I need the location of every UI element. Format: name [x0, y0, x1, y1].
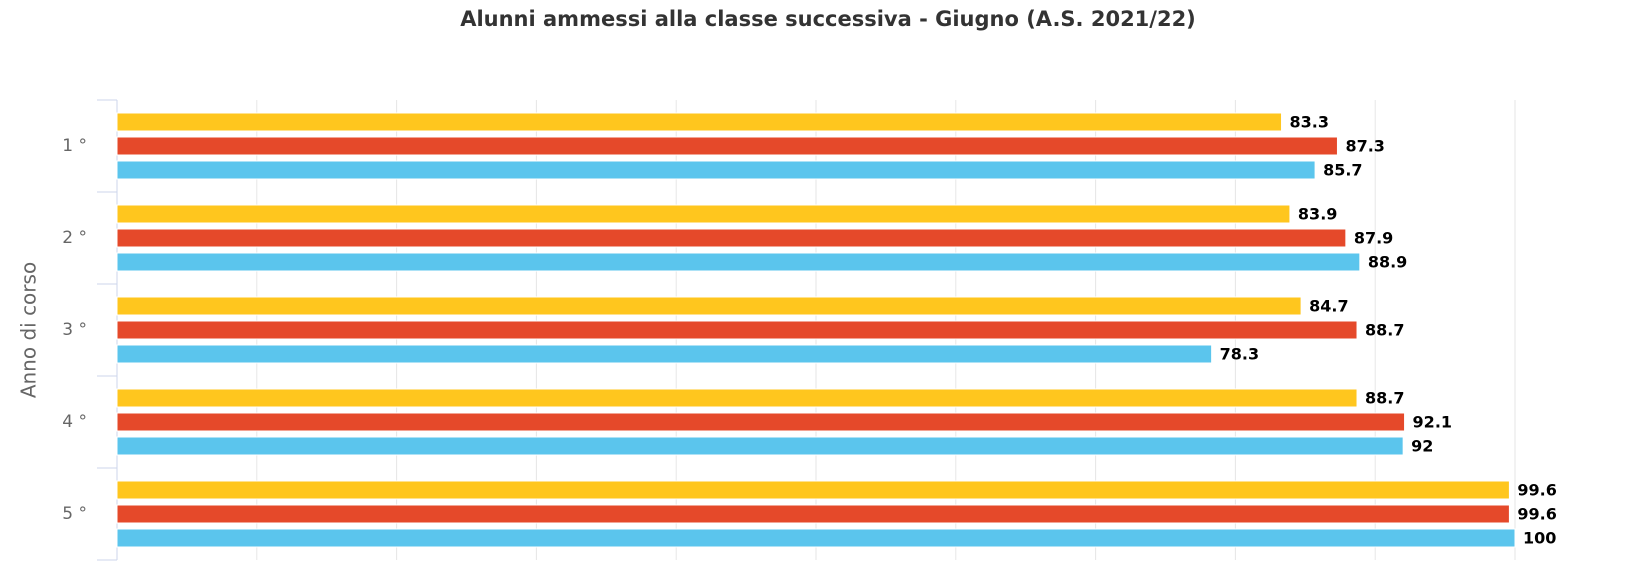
bar [116, 296, 1302, 316]
bar [116, 160, 1316, 180]
data-label: 99.6 [1517, 505, 1556, 524]
bar [116, 112, 1283, 132]
y-tick-label: 4 ° [62, 412, 87, 432]
data-label: 88.7 [1365, 389, 1404, 408]
bar [116, 320, 1358, 340]
chart-title: Alunni ammessi alla classe successiva - … [460, 7, 1196, 31]
bar [116, 388, 1358, 408]
data-label: 85.7 [1323, 161, 1362, 180]
data-label: 92.1 [1413, 413, 1452, 432]
y-tick-label: 2 ° [62, 228, 87, 248]
data-label: 88.9 [1368, 253, 1407, 272]
y-tick-label: 5 ° [62, 504, 87, 524]
bar [116, 344, 1213, 364]
bar [116, 204, 1291, 224]
data-label: 87.9 [1354, 229, 1393, 248]
data-label: 87.3 [1345, 137, 1384, 156]
data-label: 84.7 [1309, 297, 1348, 316]
bar [116, 412, 1406, 432]
data-label: 88.7 [1365, 321, 1404, 340]
data-label: 92 [1411, 437, 1433, 456]
data-label: 99.6 [1517, 481, 1556, 500]
bar [116, 504, 1510, 524]
y-axis-label: Anno di corso [17, 262, 41, 398]
y-tick-label: 1 ° [62, 136, 87, 156]
bar [116, 252, 1361, 272]
y-tick-label: 3 ° [62, 320, 87, 340]
bar [116, 228, 1347, 248]
data-label: 83.3 [1290, 113, 1329, 132]
bar [116, 528, 1516, 548]
bar [116, 480, 1510, 500]
data-label: 83.9 [1298, 205, 1337, 224]
data-label: 78.3 [1220, 345, 1259, 364]
bar [116, 436, 1404, 456]
data-label: 100 [1523, 529, 1556, 548]
bar [116, 136, 1338, 156]
